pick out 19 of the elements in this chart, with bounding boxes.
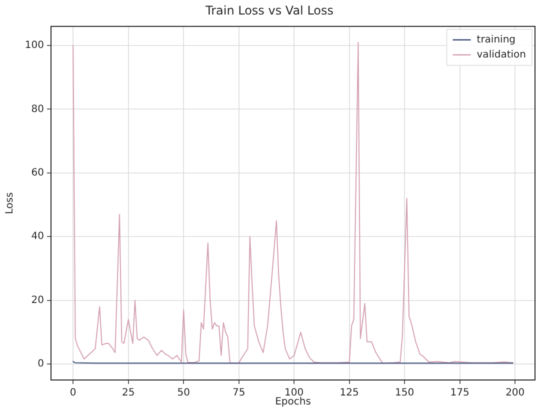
y-tick-label: 100 <box>24 40 44 52</box>
x-tick-label: 150 <box>395 388 414 399</box>
y-tick-label: 80 <box>31 104 44 115</box>
y-tick-label: 20 <box>31 294 44 306</box>
legend-label: training <box>476 34 516 46</box>
y-tick-label: 0 <box>38 358 44 370</box>
x-tick-label: 125 <box>340 388 359 399</box>
x-tick-label: 25 <box>122 388 135 399</box>
x-tick-label: 200 <box>506 388 525 399</box>
y-tick-label: 40 <box>31 231 44 242</box>
x-tick-label: 0 <box>70 388 76 399</box>
chart-title: Train Loss vs Val Loss <box>204 3 334 18</box>
y-axis-title: Loss <box>4 192 16 214</box>
x-tick-label: 175 <box>450 388 470 399</box>
x-axis-title: Epochs <box>275 396 311 408</box>
x-tick-label: 50 <box>177 388 190 399</box>
x-tick-label: 75 <box>232 388 246 399</box>
y-tick-label: 60 <box>31 168 44 179</box>
legend-label: validation <box>476 49 526 60</box>
